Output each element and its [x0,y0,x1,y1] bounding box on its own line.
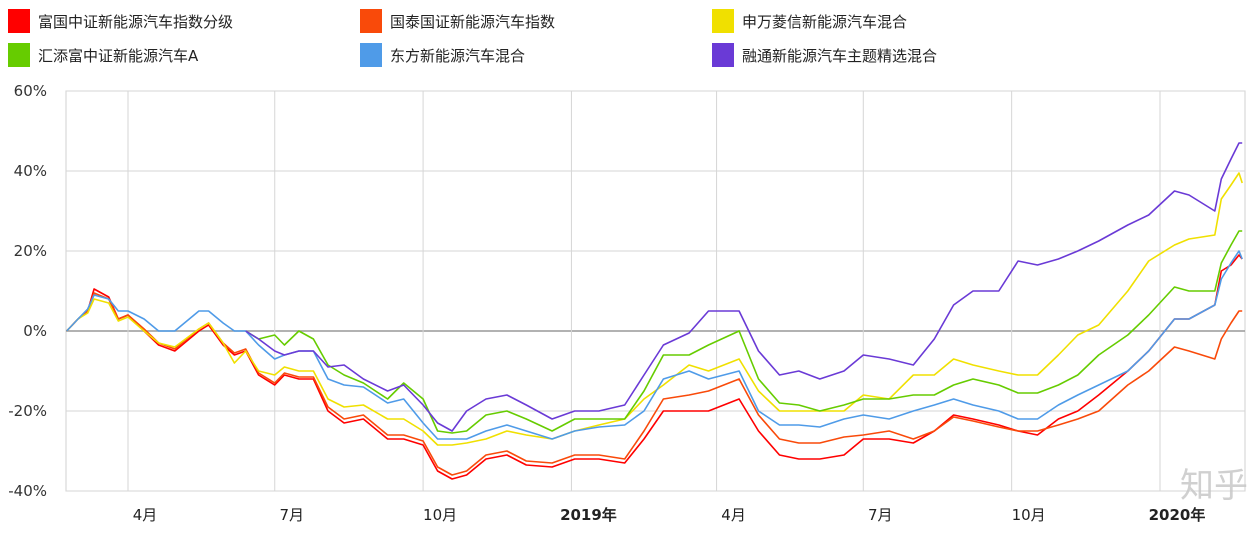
legend-label: 富国中证新能源汽车指数分级 [38,12,234,31]
y-tick-label: 0% [23,322,47,340]
x-axis-labels: 4月 7月 10月 2019年 4月 7月 10月 2020年 [133,506,1206,524]
x-tick-label: 2020年 [1149,506,1206,524]
legend-label: 融通新能源汽车主题精选混合 [742,46,938,65]
x-tick-label: 10月 [423,506,457,524]
legend-swatch [8,9,30,33]
legend-item-1[interactable]: 国泰国证新能源汽车指数 [360,9,555,33]
x-tick-label: 10月 [1012,506,1046,524]
series-line-5 [245,142,1243,432]
legend-swatch [8,43,30,67]
series-line-0 [66,254,1243,480]
y-tick-label: 60% [14,82,47,100]
y-tick-label: -20% [8,402,47,420]
legend-item-2[interactable]: 申万菱信新能源汽车混合 [712,9,907,33]
legend-label: 汇添富中证新能源汽车A [38,46,199,65]
y-tick-label: 20% [14,242,47,260]
x-tick-label: 7月 [868,506,893,524]
legend-swatch [712,9,734,33]
series-lines [66,142,1243,480]
legend-item-3[interactable]: 汇添富中证新能源汽车A [8,43,198,67]
watermark: 知乎 @知所寻 [1180,466,1260,506]
x-tick-label: 7月 [279,506,304,524]
grid [65,90,1246,492]
legend-label: 国泰国证新能源汽车指数 [390,12,556,31]
legend: 富国中证新能源汽车指数分级 国泰国证新能源汽车指数 申万菱信新能源汽车混合 汇添… [0,0,1260,80]
x-tick-label: 2019年 [560,506,617,524]
legend-label: 申万菱信新能源汽车混合 [742,12,908,31]
series-line-1 [66,292,1243,476]
series-line-4 [66,250,1243,440]
series-line-3 [245,230,1243,434]
legend-swatch [360,43,382,67]
y-axis-labels: 60% 40% 20% 0% -20% -40% [8,82,47,500]
x-tick-label: 4月 [133,506,158,524]
y-tick-label: -40% [8,482,47,500]
series-line-2 [66,172,1243,446]
legend-label: 东方新能源汽车混合 [390,46,526,65]
legend-item-4[interactable]: 东方新能源汽车混合 [360,43,525,67]
plot-frame [65,90,1246,492]
x-tick-label: 4月 [721,506,746,524]
legend-swatch [712,43,734,67]
legend-swatch [360,9,382,33]
y-tick-label: 40% [14,162,47,180]
legend-item-0[interactable]: 富国中证新能源汽车指数分级 [8,9,233,33]
legend-item-5[interactable]: 融通新能源汽车主题精选混合 [712,43,937,67]
